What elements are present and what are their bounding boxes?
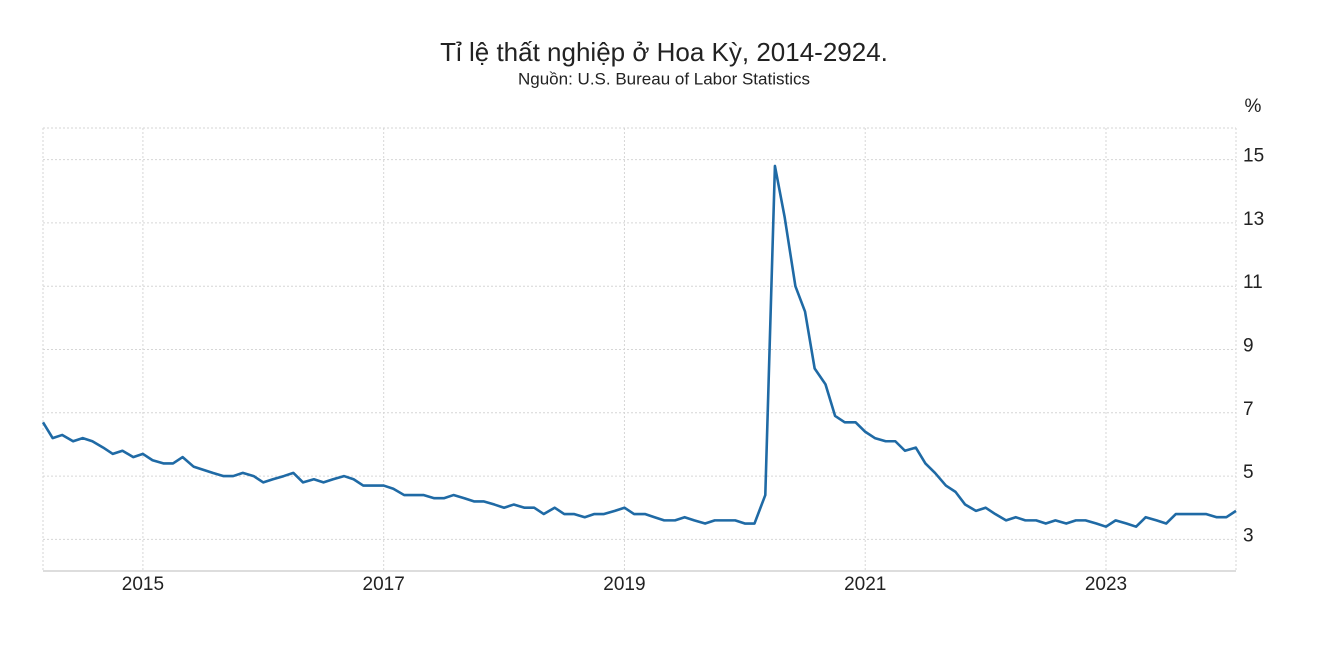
y-tick-label: 15 (1243, 146, 1264, 167)
y-unit: % (1245, 96, 1262, 117)
y-tick-label: 3 (1243, 525, 1254, 546)
y-tick-label: 5 (1243, 462, 1254, 483)
x-tick-label: 2023 (1085, 574, 1127, 595)
y-tick-label: 13 (1243, 209, 1264, 230)
y-tick-label: 11 (1243, 272, 1263, 293)
data-line (41, 164, 1237, 528)
chart-title: Tỉ lệ thất nghiệp ở Hoa Kỳ, 2014-2924. (440, 37, 888, 67)
x-tick-label: 2021 (844, 574, 886, 595)
x-tick-label: 2015 (122, 574, 164, 595)
y-tick-label: 7 (1243, 399, 1254, 420)
x-tick-label: 2017 (363, 574, 405, 595)
chart-subtitle: Nguồn: U.S. Bureau of Labor Statistics (518, 69, 810, 88)
x-tick-label: 2019 (603, 574, 645, 595)
y-tick-label: 9 (1243, 336, 1254, 357)
